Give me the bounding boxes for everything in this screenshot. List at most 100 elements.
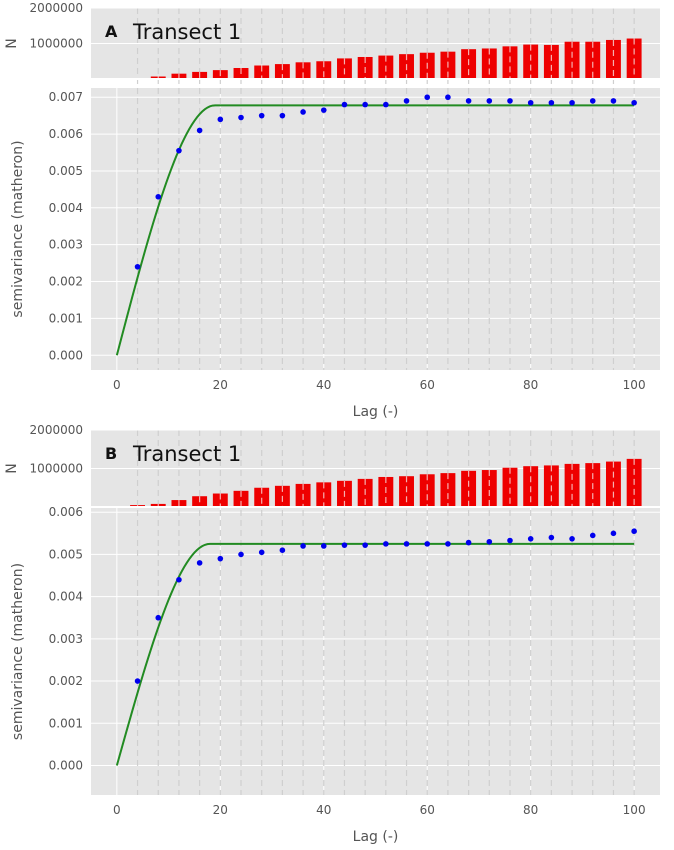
histogram-bar — [212, 493, 228, 507]
hist-tick-label: 1000000 — [30, 462, 83, 476]
y-tick-label: 0.005 — [49, 547, 83, 561]
y-axis-label: semivariance (matheron) — [10, 563, 26, 740]
y-tick-label: 0.001 — [49, 311, 83, 325]
experimental-point — [341, 542, 348, 548]
histogram-bar — [481, 470, 497, 507]
experimental-point — [341, 101, 348, 108]
x-tick-label: 40 — [316, 378, 331, 392]
x-tick-label: 0 — [113, 378, 121, 392]
hist-tick-label: 1000000 — [30, 37, 83, 51]
hist-tick-label: 2000000 — [30, 1, 83, 15]
experimental-point — [424, 94, 431, 101]
histogram-bar — [543, 44, 559, 79]
x-axis-label: Lag (-) — [353, 404, 399, 420]
experimental-point — [527, 99, 534, 106]
histogram-bar — [502, 46, 518, 79]
histogram-bar — [274, 64, 290, 79]
experimental-point — [176, 576, 182, 583]
x-tick-label: 20 — [213, 803, 228, 817]
panel-letter: A — [105, 22, 118, 41]
y-tick-label: 0.004 — [49, 201, 83, 215]
experimental-point — [569, 536, 575, 542]
x-tick-label: 100 — [623, 803, 646, 817]
experimental-point — [300, 109, 306, 115]
y-axis-label: semivariance (matheron) — [10, 140, 26, 317]
histogram-bar — [419, 474, 435, 507]
experimental-point — [362, 101, 368, 108]
histogram-bar — [316, 61, 332, 79]
experimental-point — [610, 530, 617, 537]
experimental-point — [196, 560, 203, 566]
x-tick-label: 80 — [523, 803, 538, 817]
experimental-point — [217, 116, 224, 123]
y-tick-label: 0.002 — [49, 674, 83, 688]
x-tick-label: 0 — [113, 803, 121, 817]
experimental-point — [258, 549, 265, 556]
experimental-point — [134, 678, 141, 684]
y-tick-label: 0.001 — [49, 716, 83, 730]
semivariance-plot-area — [91, 508, 660, 795]
y-tick-label: 0.007 — [49, 90, 83, 104]
y-tick-label: 0.006 — [49, 127, 83, 141]
experimental-point — [300, 543, 306, 549]
panel-b: 0 20 40 60 80 100 0.000 0.001 0.002 0.003 0.004 0.0… — [4, 423, 660, 845]
y-tick-label: 0.006 — [49, 505, 83, 519]
x-tick-label: 40 — [316, 803, 331, 817]
experimental-point — [445, 541, 451, 547]
y-tick-label: 0.005 — [49, 164, 83, 178]
y-tick-label: 0.000 — [49, 348, 83, 362]
histogram-bar — [523, 44, 539, 79]
experimental-point — [486, 538, 493, 545]
experimental-point — [155, 614, 162, 621]
semivariance-plot-area — [91, 88, 660, 370]
panel-title: Transect 1 — [132, 20, 241, 44]
experimental-point — [362, 542, 368, 548]
experimental-point — [155, 193, 162, 200]
experimental-point — [238, 114, 244, 121]
experimental-point — [486, 98, 493, 104]
experimental-point — [548, 534, 555, 541]
hist-y-axis-label: N — [4, 38, 20, 48]
experimental-point — [548, 99, 555, 106]
panel-a: 0 20 40 60 80 100 0.000 0.001 0.002 0.003 0.004 0.0… — [4, 1, 660, 420]
x-tick-label: 60 — [420, 803, 435, 817]
hist-tick-label: 2000000 — [30, 423, 83, 437]
y-tick-label: 0.002 — [49, 275, 83, 289]
y-tick-label: 0.004 — [49, 590, 83, 604]
experimental-point — [631, 528, 637, 535]
x-axis-label: Lag (-) — [353, 829, 399, 845]
experimental-point — [238, 551, 244, 558]
histogram-bar — [440, 473, 456, 507]
experimental-point — [383, 541, 389, 547]
histogram-bar — [502, 467, 518, 507]
experimental-point — [445, 94, 451, 101]
y-tick-label: 0.000 — [49, 758, 83, 772]
experimental-point — [320, 543, 327, 549]
experimental-point — [320, 107, 327, 113]
experimental-point — [631, 99, 637, 106]
panel-title: Transect 1 — [132, 442, 241, 466]
y-tick-label: 0.003 — [49, 238, 83, 252]
experimental-point — [589, 532, 596, 539]
experimental-point — [424, 541, 431, 547]
histogram-bar — [254, 65, 270, 79]
model-curve — [115, 104, 635, 356]
experimental-point — [610, 98, 617, 104]
y-tick-label: 0.003 — [49, 632, 83, 646]
experimental-point — [569, 99, 575, 106]
experimental-point — [217, 555, 224, 562]
histogram-bar — [254, 487, 270, 507]
experimental-point — [196, 127, 203, 134]
experimental-point — [507, 537, 513, 544]
hist-y-axis-label: N — [4, 463, 20, 473]
experimental-point — [589, 98, 596, 104]
experimental-point — [403, 98, 410, 104]
experimental-point — [507, 98, 513, 104]
histogram-bar — [233, 490, 249, 507]
experimental-point — [383, 101, 389, 108]
experimental-point — [134, 263, 141, 270]
histogram-bar — [585, 41, 601, 79]
x-tick-label: 100 — [623, 378, 646, 392]
experimental-point — [279, 547, 286, 554]
